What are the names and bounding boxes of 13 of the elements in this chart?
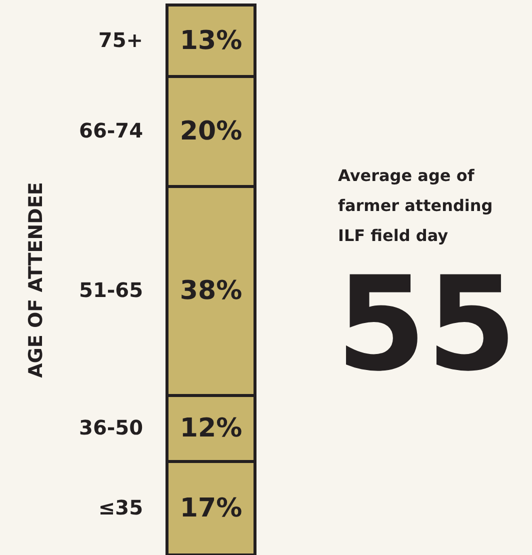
- data-label: 20%: [180, 116, 242, 146]
- text: Average age of farmer attending ILF field day: [338, 166, 493, 245]
- text: 55: [336, 248, 517, 400]
- text: AGE OF ATTENDEE: [25, 182, 47, 378]
- series-label: 75+: [98, 28, 143, 52]
- data-label: 17%: [180, 493, 242, 524]
- data-label: 12%: [180, 414, 242, 444]
- data-label: 13%: [180, 26, 242, 56]
- series-label: 36-50: [79, 416, 143, 440]
- series-label: 66-74: [79, 118, 143, 142]
- series-label: 51-65: [79, 278, 143, 302]
- data-label: 38%: [180, 276, 242, 306]
- series-label: ≤35: [98, 495, 143, 520]
